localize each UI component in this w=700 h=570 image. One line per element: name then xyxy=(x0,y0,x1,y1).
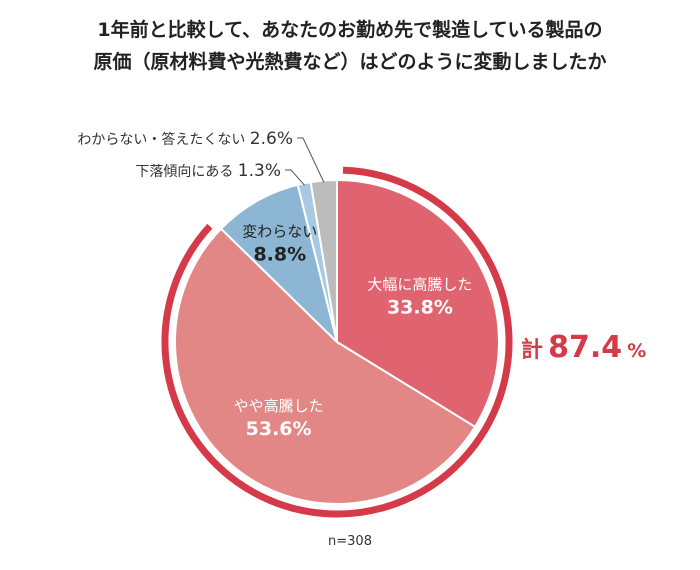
slice-label-0: 大幅に高騰した xyxy=(367,276,472,294)
outside-label-4: わからない・答えたくない 2.6% xyxy=(77,129,293,149)
slice-value-1: 53.6% xyxy=(246,418,312,440)
pie-slice-0 xyxy=(336,178,500,429)
outside-label-value-3: 1.3% xyxy=(238,161,281,181)
leader-line-3 xyxy=(285,169,305,186)
leader-line-4 xyxy=(297,137,325,183)
pie-slices xyxy=(174,178,500,505)
outside-label-text-3: 下落傾向にある xyxy=(135,164,237,180)
pie-slice-1 xyxy=(174,227,477,505)
chart-title-line2: 原価（原材料費や光熱費など）はどのように変動しましたか xyxy=(93,51,607,73)
chart-title-line1: 1年前と比較して、あなたのお勤め先で製造している製品の xyxy=(97,19,603,41)
outside-label-text-4: わからない・答えたくない xyxy=(77,131,249,148)
slice-labels: 大幅に高騰した 33.8% やや高騰した 53.6% 変わらない 8.8% xyxy=(234,222,473,440)
outside-label-3: 下落傾向にある 1.3% xyxy=(135,161,281,181)
slice-value-0: 33.8% xyxy=(387,297,453,319)
chart-title: 1年前と比較して、あなたのお勤め先で製造している製品の 原価（原材料費や光熱費な… xyxy=(0,14,700,78)
outside-label-value-4: 2.6% xyxy=(250,129,293,149)
outside-labels: 下落傾向にある 1.3% わからない・答えたくない 2.6% xyxy=(77,129,325,186)
total-unit: % xyxy=(627,340,646,362)
sample-size-note: n=308 xyxy=(328,534,372,549)
total-annotation: 計 87.4 % xyxy=(521,330,646,365)
pie-slice-2 xyxy=(219,183,339,346)
slice-value-2: 8.8% xyxy=(253,243,306,265)
slice-label-2: 変わらない xyxy=(242,222,317,240)
total-prefix: 計 xyxy=(521,337,543,363)
pie-slice-4 xyxy=(309,178,338,343)
slice-label-1: やや高騰した xyxy=(234,397,324,415)
total-highlight-arc xyxy=(161,166,513,518)
total-value: 87.4 xyxy=(548,330,622,365)
